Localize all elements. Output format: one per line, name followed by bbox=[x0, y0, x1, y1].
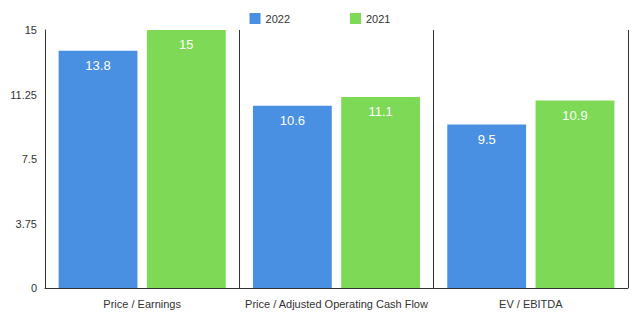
svg-text:2022: 2022 bbox=[266, 13, 290, 25]
svg-text:9.5: 9.5 bbox=[478, 132, 496, 147]
svg-text:11.1: 11.1 bbox=[368, 104, 392, 119]
svg-text:13.8: 13.8 bbox=[85, 58, 110, 73]
svg-text:11.25: 11.25 bbox=[10, 89, 37, 101]
svg-text:Price / Adjusted Operating Cas: Price / Adjusted Operating Cash Flow bbox=[245, 298, 428, 310]
svg-text:0: 0 bbox=[31, 282, 37, 294]
svg-text:15: 15 bbox=[179, 37, 193, 52]
svg-text:3.75: 3.75 bbox=[16, 218, 37, 230]
svg-text:15: 15 bbox=[25, 24, 37, 36]
svg-text:EV / EBITDA: EV / EBITDA bbox=[499, 298, 563, 310]
svg-text:2021: 2021 bbox=[366, 13, 390, 25]
svg-text:10.6: 10.6 bbox=[280, 113, 305, 128]
svg-text:Price / Earnings: Price / Earnings bbox=[103, 298, 181, 310]
svg-text:10.9: 10.9 bbox=[562, 108, 587, 123]
svg-text:7.5: 7.5 bbox=[22, 153, 37, 165]
